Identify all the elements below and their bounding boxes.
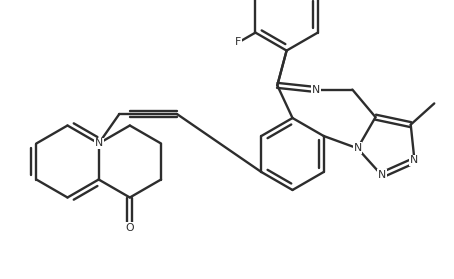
Text: N: N: [410, 155, 419, 165]
Text: N: N: [377, 170, 386, 180]
Text: N: N: [353, 143, 362, 153]
Text: F: F: [235, 37, 242, 47]
Text: O: O: [126, 223, 134, 233]
Text: N: N: [312, 85, 321, 95]
Text: N: N: [94, 138, 103, 148]
